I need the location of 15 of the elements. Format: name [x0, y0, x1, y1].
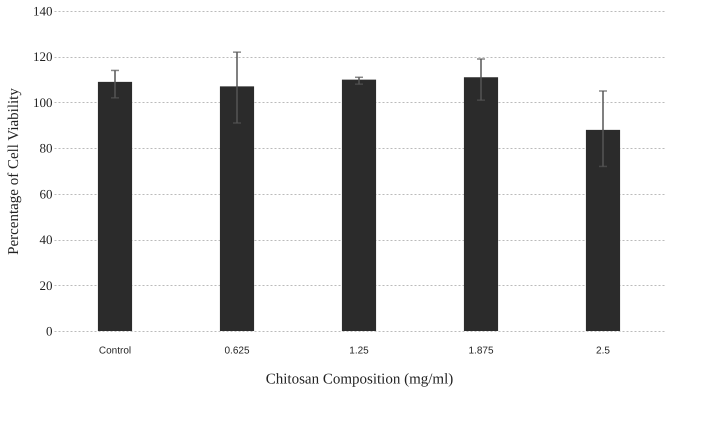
- y-tick-label: 60: [40, 186, 52, 202]
- y-tick-label: 80: [40, 140, 52, 156]
- y-axis-title: Percentage of Cell Viability: [6, 88, 22, 255]
- y-tick-label: 140: [33, 4, 52, 18]
- y-tick-label: 20: [40, 278, 52, 293]
- x-tick-label: Control: [98, 346, 132, 356]
- x-tick-label: 1.875: [468, 346, 494, 356]
- y-tick-label: 120: [33, 49, 52, 64]
- x-axis-title: Chitosan Composition (mg/ml): [266, 372, 454, 388]
- y-tick-label: 100: [33, 94, 52, 110]
- x-tick-label: 0.625: [224, 346, 250, 356]
- x-tick-label: 1.25: [349, 346, 370, 356]
- y-tick-label: 40: [40, 232, 52, 248]
- y-tick-label: 0: [46, 324, 52, 338]
- x-tick-label: 2.5: [596, 346, 610, 356]
